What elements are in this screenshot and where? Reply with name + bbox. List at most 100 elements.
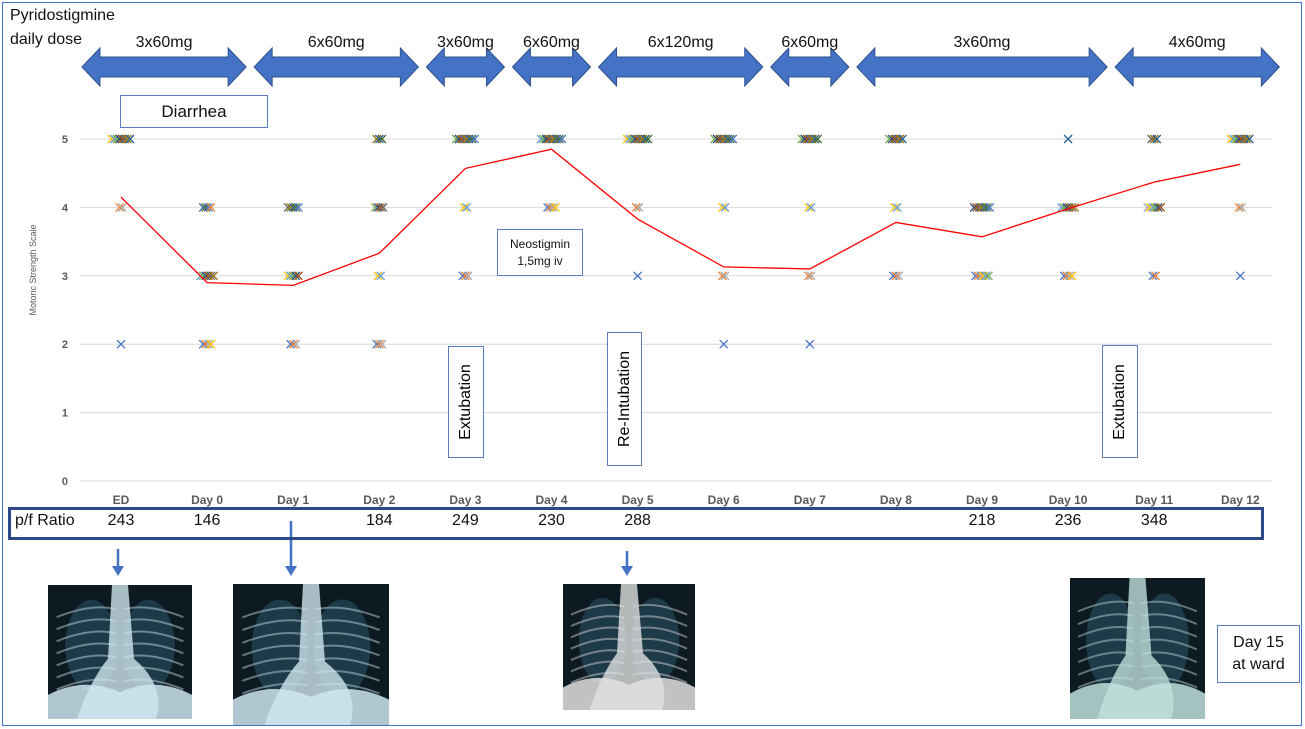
- y-tick-label-4: 4: [62, 202, 69, 214]
- marker-day0-0-v4: [115, 202, 125, 212]
- dose-arrows: 3x60mg 6x60mg 3x60mg 6x60mg 6x120mg 6x60mg 3x6…: [81, 34, 1281, 88]
- marker-day10-4-v3: [981, 271, 991, 281]
- marker-day0-6-v5: [123, 134, 132, 144]
- dose-arrow-3: [511, 46, 592, 88]
- dose-arrow-label-1: 6x60mg: [308, 34, 365, 51]
- x-tick-label-0: ED: [113, 493, 130, 507]
- marker-day10-5-v3: [984, 271, 993, 281]
- xray-day5-mediastinum: [589, 584, 665, 710]
- marker-day8-6-v5: [813, 134, 823, 144]
- marker-day11-0-v5: [1063, 134, 1073, 144]
- pf-value-day-4: 230: [538, 512, 565, 529]
- marker-day1-2-v4: [203, 202, 213, 212]
- marker-day10-6-v4: [985, 202, 995, 212]
- diarrhea-annotation: Diarrhea: [120, 95, 268, 128]
- marker-day4-1-v4: [462, 202, 472, 212]
- x-tick-label-13: Day 12: [1221, 493, 1260, 507]
- marker-day8-0-v4: [804, 202, 813, 212]
- marker-day2-2-v2: [291, 339, 301, 349]
- marker-day7-7-v5: [728, 134, 738, 144]
- marker-day4-1-v3: [460, 271, 470, 281]
- marker-day2-1-v2: [288, 339, 298, 349]
- marker-day12-2-v5: [1152, 134, 1162, 144]
- y-tick-label-5: 5: [62, 134, 68, 146]
- pf-ratio-row: [8, 507, 1264, 540]
- xray-day5-diaphragm: [563, 677, 695, 710]
- x-tick-label-5: Day 4: [535, 493, 567, 507]
- marker-day12-1-v3: [1151, 271, 1160, 281]
- marker-day9-1-v4: [892, 202, 902, 212]
- marker-day0-0-v2: [116, 339, 126, 349]
- x-tick-label-2: Day 1: [277, 493, 309, 507]
- dose-arrow-label-7: 4x60mg: [1169, 34, 1226, 51]
- dose-header-title: Pyridostigmine daily dose: [10, 7, 115, 48]
- marker-day1-2-v2: [203, 339, 213, 349]
- xray-images: [48, 578, 1205, 725]
- y-tick-label-3: 3: [62, 271, 68, 283]
- marker-day8-1-v4: [806, 202, 816, 212]
- marker-day12-0-v3: [1148, 271, 1158, 281]
- x-tick-label-3: Day 2: [363, 493, 395, 507]
- x-tick-label-12: Day 11: [1135, 493, 1173, 507]
- marker-day5-8-v5: [557, 134, 567, 144]
- dose-arrow-label-5: 6x60mg: [781, 34, 838, 51]
- marker-day12-4-v4: [1153, 202, 1163, 212]
- marker-day11-2-v3: [1064, 271, 1074, 281]
- marker-day10-5-v4: [982, 202, 992, 212]
- xray-day5: [563, 584, 695, 710]
- xray-ed-arrow-head: [112, 566, 124, 576]
- marker-day7-1-v3: [720, 271, 730, 281]
- dose-arrow-label-4: 6x120mg: [648, 34, 714, 51]
- reintubation-label: Re-Intubation: [615, 350, 633, 448]
- marker-day8-0-v3: [804, 271, 813, 281]
- dose-arrow-label-2: 3x60mg: [437, 34, 494, 51]
- dose-arrow-label-3: 6x60mg: [523, 34, 580, 51]
- marker-day13-0-v3: [1235, 271, 1245, 281]
- y-tick-label-1: 1: [62, 408, 68, 420]
- marker-day9-4-v5: [895, 134, 905, 144]
- marker-day7-0-v2: [719, 339, 729, 349]
- dose-arrow-6: [856, 46, 1108, 88]
- marker-day2-4-v4: [293, 202, 303, 212]
- marker-day9-2-v3: [894, 271, 903, 281]
- marker-day6-8-v5: [643, 134, 653, 144]
- marker-day9-0-v4: [890, 202, 900, 212]
- pf-ratio-label: p/f Ratio: [15, 512, 75, 529]
- x-tick-label-1: Day 0: [191, 493, 223, 507]
- marker-day4-0-v4: [459, 202, 469, 212]
- marker-day3-3-v4: [378, 202, 388, 212]
- motor-strength-chart: 0 1 2 3 4 5 Motoric Strength Scale ED Day 0 Day 1…: [28, 134, 1272, 507]
- marker-day7-6-v5: [725, 134, 735, 144]
- xray-day15-mediastinum: [1097, 578, 1174, 719]
- marker-day4-7-v5: [470, 134, 479, 144]
- pf-value-day-2: 184: [365, 512, 393, 529]
- pf-value-ed: 243: [107, 512, 135, 529]
- y-tick-label-2: 2: [62, 339, 68, 351]
- marker-day13-0-v4: [1234, 202, 1244, 212]
- y-axis-label: Motoric Strength Scale: [28, 224, 38, 315]
- marker-day8-0-v2: [805, 339, 815, 349]
- dose-arrow-2: [425, 46, 506, 88]
- marker-day5-7-v5: [554, 134, 564, 144]
- marker-day3-2-v5: [377, 134, 387, 144]
- dose-arrow-1: [253, 46, 420, 88]
- day15-annotation: Day 15 at ward: [1217, 625, 1300, 683]
- marker-day4-2-v3: [463, 271, 473, 281]
- xray-ed-mediastinum: [76, 585, 159, 719]
- pf-value-day-3: 249: [452, 512, 479, 529]
- marker-day6-0-v3: [633, 271, 643, 281]
- xray-ed-diaphragm: [48, 684, 192, 719]
- y-tick-label-0: 0: [62, 476, 68, 488]
- marker-day3-1-v5: [374, 134, 384, 144]
- marker-day3-1-v2: [374, 339, 384, 349]
- xray-day5-arrow-head: [621, 566, 633, 576]
- x-tick-label-4: Day 3: [449, 493, 481, 507]
- pf-value-day-11: 348: [1140, 512, 1168, 529]
- marker-day1-3-v4: [206, 202, 216, 212]
- marker-day9-5-v5: [897, 134, 907, 144]
- marker-day2-3-v3: [291, 271, 301, 281]
- marker-day1-5-v3: [209, 271, 219, 281]
- neostigmin-annotation: Neostigmin 1,5mg iv: [497, 229, 583, 276]
- marker-day3-2-v4: [376, 202, 386, 212]
- marker-day13-6-v5: [1242, 134, 1252, 144]
